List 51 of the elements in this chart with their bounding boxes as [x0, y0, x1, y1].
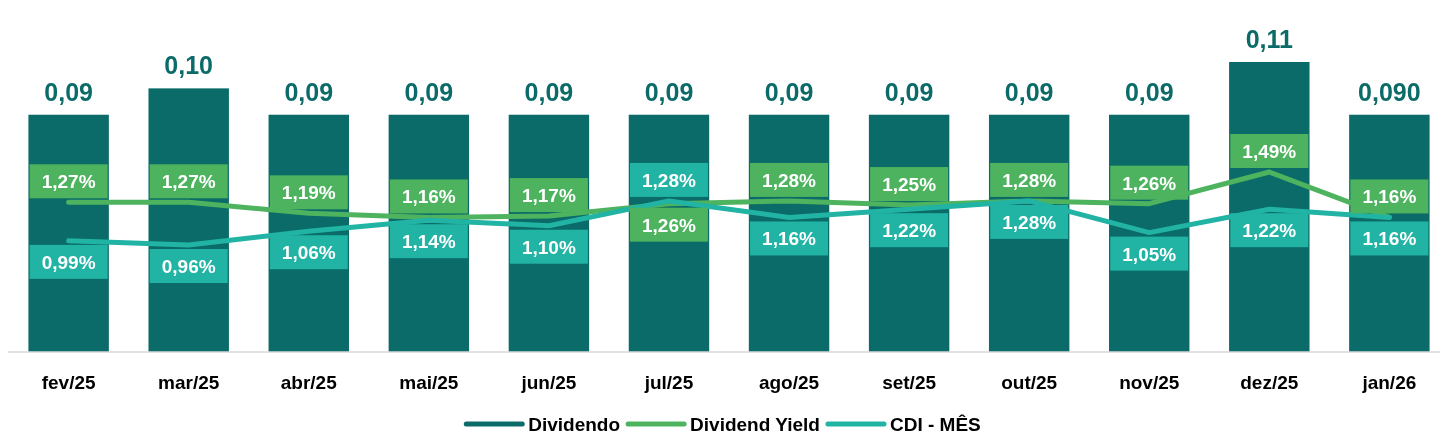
x-tick-label: jan/26: [1361, 372, 1417, 393]
data-label: 0,09: [1004, 77, 1054, 106]
legend-label: Dividendo: [528, 414, 621, 432]
data-label: 0,09: [404, 77, 454, 106]
data-label: 1,28%: [642, 169, 697, 191]
data-label: 0,09: [644, 77, 694, 106]
data-label: 1,16%: [762, 228, 817, 250]
data-label: 1,26%: [1122, 172, 1177, 194]
data-label: 1,16%: [401, 186, 456, 208]
x-tick-label: dez/25: [1240, 372, 1299, 393]
x-tick-label: out/25: [1001, 372, 1058, 393]
x-tick-label: mai/25: [399, 372, 459, 393]
data-label: 1,25%: [882, 174, 937, 196]
data-label: 1,17%: [521, 185, 576, 207]
data-label: 0,09: [524, 77, 574, 106]
data-label: 0,10: [164, 51, 214, 80]
x-tick-label: jul/25: [643, 372, 694, 393]
data-label: 1,06%: [281, 242, 336, 264]
data-label: 0,09: [1124, 77, 1174, 106]
data-label: 0,090: [1358, 77, 1421, 106]
data-label: 0,09: [884, 77, 934, 106]
x-tick-label: fev/25: [41, 372, 96, 393]
data-label: 1,22%: [882, 220, 937, 242]
data-label: 0,09: [44, 77, 93, 106]
data-label: 1,49%: [1242, 141, 1297, 162]
data-label: 1,27%: [161, 171, 216, 193]
data-label: 1,26%: [642, 214, 697, 236]
data-label: 0,11: [1245, 25, 1294, 53]
x-tick-label: mar/25: [158, 372, 220, 393]
x-tick-label: nov/25: [1119, 372, 1180, 393]
x-tick-label: jun/25: [520, 372, 577, 393]
x-tick-label: abr/25: [280, 372, 338, 393]
data-label: 0,99%: [41, 251, 96, 273]
data-label: 1,05%: [1122, 243, 1177, 265]
legend-label: CDI - MÊS: [889, 414, 981, 432]
data-label: 1,19%: [281, 182, 336, 204]
legend-label: Dividend Yield: [690, 414, 820, 432]
data-label: 1,16%: [1362, 186, 1417, 208]
x-tick-label: set/25: [882, 372, 937, 393]
data-label: 1,10%: [521, 236, 576, 258]
data-label: 1,28%: [762, 169, 817, 191]
data-label: 0,09: [284, 77, 334, 106]
data-label: 1,22%: [1242, 220, 1297, 242]
x-tick-label: ago/25: [758, 372, 820, 393]
data-label: 0,96%: [161, 256, 216, 277]
data-label: 1,28%: [1002, 169, 1057, 191]
data-label: 1,16%: [1362, 228, 1417, 250]
data-label: 1,14%: [401, 231, 456, 253]
data-label: 1,28%: [1002, 211, 1057, 233]
data-label: 0,09: [764, 77, 814, 106]
data-label: 1,27%: [41, 171, 96, 193]
